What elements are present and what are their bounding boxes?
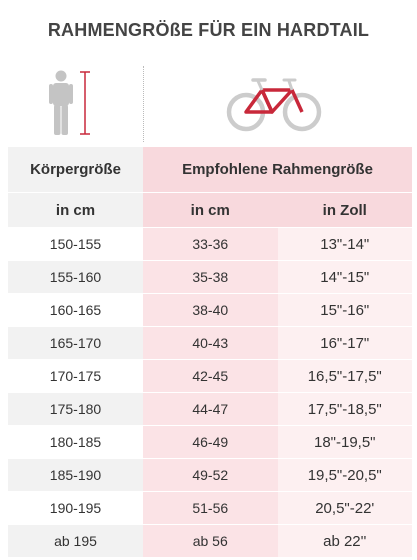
unit-frame-cm: in cm [143,192,278,228]
frame-inch-cell: 13"-14" [277,227,412,261]
table-unit-row: in cm in cm in Zoll [8,192,412,228]
body-size-cell: 155-160 [8,260,143,294]
body-size-cell: 170-175 [8,359,143,393]
header-recommended-size: Empfohlene Rahmengröße [143,147,412,193]
frame-size-table: Körpergröße Empfohlene Rahmengröße in cm… [8,147,412,558]
body-size-cell: 160-165 [8,293,143,327]
icon-row [0,66,417,142]
table-row: 185-190 49-52 19,5"-20,5" [8,458,412,492]
frame-cm-cell: 44-47 [143,392,278,426]
frame-cm-cell: 33-36 [143,227,278,261]
table-row: ab 195 ab 56 ab 22'' [8,524,412,558]
frame-inch-cell: 16"-17" [277,326,412,360]
frame-cm-cell: 49-52 [143,458,278,492]
body-size-cell: 180-185 [8,425,143,459]
table-row: 160-165 38-40 15"-16" [8,293,412,327]
frame-cm-cell: 40-43 [143,326,278,360]
frame-inch-cell: 17,5"-18,5" [277,392,412,426]
page-title: RAHMENGRÖßE FÜR EIN HARDTAIL [47,20,370,40]
frame-inch-cell: 18"-19,5" [277,425,412,459]
body-size-cell: ab 195 [8,524,143,558]
body-size-cell: 185-190 [8,458,143,492]
frame-inch-cell: 14"-15" [277,260,412,294]
body-size-cell: 175-180 [8,392,143,426]
body-size-cell: 165-170 [8,326,143,360]
hardtail-bike-icon [226,78,322,132]
frame-cm-cell: ab 56 [143,524,278,558]
frame-cm-cell: 42-45 [143,359,278,393]
frame-inch-cell: 15"-16" [277,293,412,327]
frame-inch-cell: 19,5"-20,5" [277,458,412,492]
frame-cm-cell: 51-56 [143,491,278,525]
frame-cm-cell: 35-38 [143,260,278,294]
frame-inch-cell: 16,5"-17,5" [277,359,412,393]
table-row: 180-185 46-49 18"-19,5" [8,425,412,459]
frame-cm-cell: 46-49 [143,425,278,459]
person-height-icon [49,70,90,135]
table-row: 190-195 51-56 20,5"-22' [8,491,412,525]
frame-inch-cell: 20,5"-22' [277,491,412,525]
table-row: 175-180 44-47 17,5"-18,5" [8,392,412,426]
body-size-cell: 190-195 [8,491,143,525]
body-size-cell: 150-155 [8,227,143,261]
unit-frame-inch: in Zoll [277,192,412,228]
frame-inch-cell: ab 22'' [277,524,412,558]
table-header-row: Körpergröße Empfohlene Rahmengröße [8,147,412,193]
icon-divider [143,66,144,142]
unit-body-cm: in cm [8,192,143,228]
table-row: 170-175 42-45 16,5"-17,5" [8,359,412,393]
table-row: 150-155 33-36 13"-14" [8,227,412,261]
table-row: 165-170 40-43 16"-17" [8,326,412,360]
table-row: 155-160 35-38 14"-15" [8,260,412,294]
header-body-size: Körpergröße [8,147,143,193]
frame-cm-cell: 38-40 [143,293,278,327]
